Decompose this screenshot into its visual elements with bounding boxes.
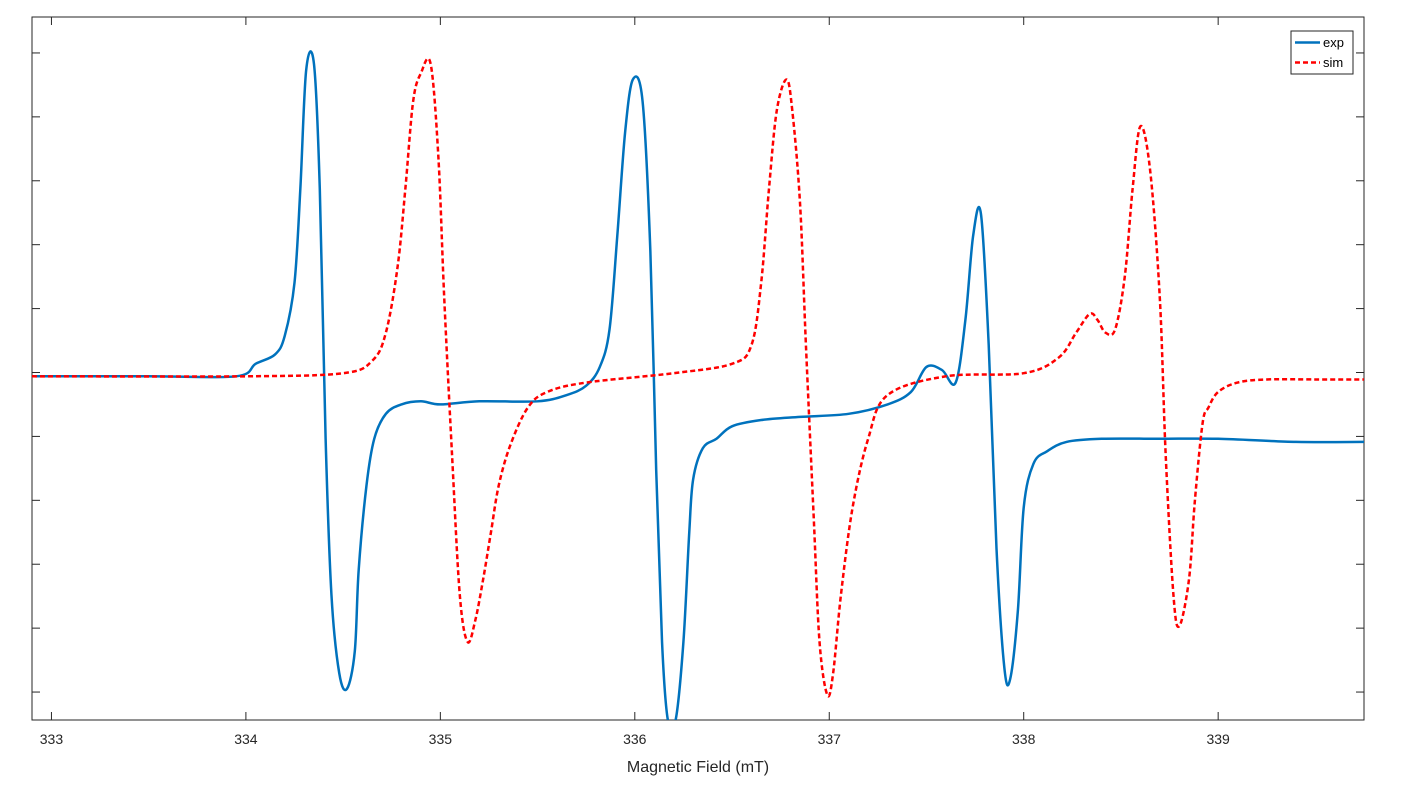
x-tick-label: 333 xyxy=(40,731,64,747)
x-tick-label: 339 xyxy=(1206,731,1230,747)
series-layer xyxy=(32,50,1364,720)
x-tick-label: 338 xyxy=(1012,731,1036,747)
series-line-sim xyxy=(32,57,1364,698)
x-tick-label: 337 xyxy=(818,731,842,747)
x-axis-ticks: 333 334 335 336 337 338 339 xyxy=(40,17,1230,747)
legend[interactable]: exp sim xyxy=(1290,30,1354,75)
series-line-exp xyxy=(32,50,1364,720)
legend-label-exp: exp xyxy=(1323,35,1344,50)
x-axis-title: Magnetic Field (mT) xyxy=(627,759,769,776)
y-axis-ticks xyxy=(32,52,1364,693)
legend-box xyxy=(1290,30,1354,75)
x-tick-label: 335 xyxy=(429,731,453,747)
legend-label-sim: sim xyxy=(1323,55,1343,70)
x-tick-label: 336 xyxy=(623,731,647,747)
x-tick-label: 334 xyxy=(234,731,258,747)
plot-area xyxy=(31,16,1365,721)
